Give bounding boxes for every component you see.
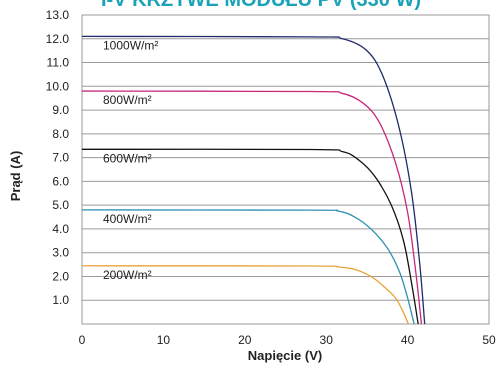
series-label: 400W/m² (103, 212, 152, 226)
y-tick-label: 8.0 (52, 127, 69, 141)
series-label: 800W/m² (103, 93, 152, 107)
y-tick-label: 7.0 (52, 151, 69, 165)
x-tick-label: 50 (482, 333, 496, 347)
chart-title: I-V KRZYWE MODUŁU PV (330 W) (101, 0, 421, 11)
x-tick-label: 20 (238, 333, 252, 347)
x-axis-label: Napięcie (V) (248, 348, 322, 363)
series-label: 600W/m² (103, 151, 152, 165)
series-labels: 1000W/m² 800W/m² 600W/m² 400W/m² 200W/m² (103, 38, 158, 281)
series-label: 1000W/m² (103, 38, 158, 52)
y-tick-label: 2.0 (52, 269, 69, 283)
y-tick-label: 10.0 (46, 79, 70, 93)
y-tick-label: 3.0 (52, 246, 69, 260)
y-tick-label: 9.0 (52, 103, 69, 117)
series-label: 200W/m² (103, 268, 152, 282)
axis-ticks: 1.0 2.0 3.0 4.0 5.0 6.0 7.0 8.0 9.0 10.0 11.0 12.0 1… (46, 8, 496, 347)
series-line (81, 209, 415, 325)
y-tick-label: 12.0 (46, 32, 70, 46)
series-line (81, 35, 426, 325)
y-tick-label: 4.0 (52, 222, 69, 236)
y-tick-label: 6.0 (52, 174, 69, 188)
series-line (81, 265, 410, 325)
y-axis-label: Prąd (A) (8, 151, 23, 202)
y-tick-label: 13.0 (46, 8, 70, 22)
x-tick-label: 30 (320, 333, 334, 347)
x-tick-label: 0 (79, 333, 86, 347)
x-tick-label: 10 (157, 333, 171, 347)
y-tick-label: 5.0 (52, 198, 69, 212)
series-line (81, 90, 423, 325)
y-tick-label: 11.0 (47, 56, 70, 70)
x-tick-label: 40 (401, 333, 415, 347)
series-line (81, 148, 419, 325)
grid (81, 14, 490, 325)
y-tick-label: 1.0 (52, 293, 69, 307)
series-group (81, 35, 426, 325)
